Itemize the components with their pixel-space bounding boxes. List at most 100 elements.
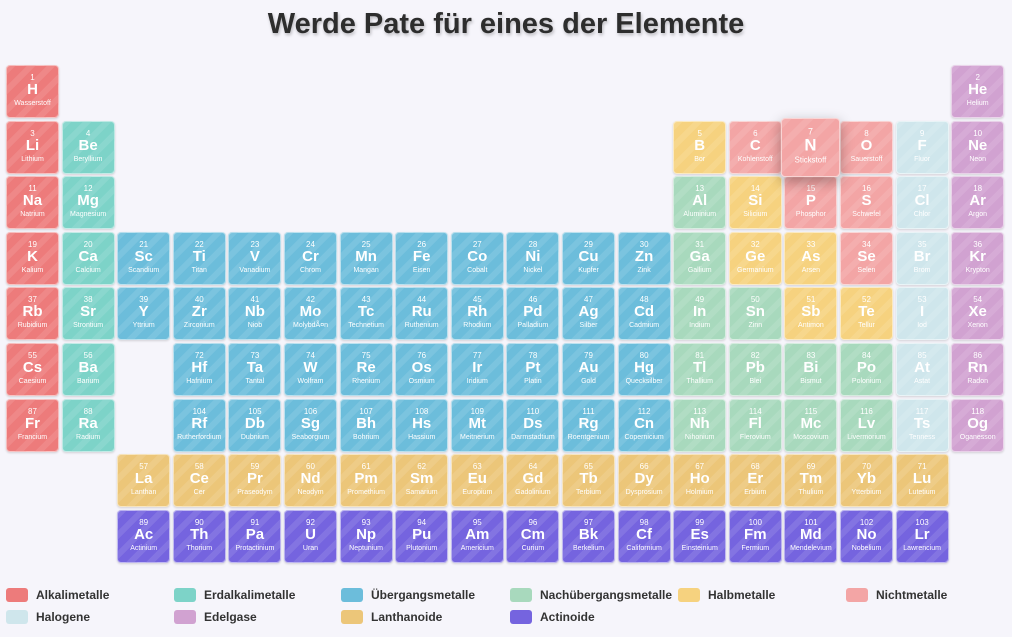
element-tile-nh[interactable]: 113 Nh Nihonium <box>673 398 727 452</box>
element-tile-pr[interactable]: 59 Pr Praseodym <box>228 454 282 508</box>
element-tile-kr[interactable]: 36 Kr Krypton <box>951 231 1005 285</box>
element-tile-th[interactable]: 90 Th Thorium <box>172 509 226 563</box>
element-tile-k[interactable]: 19 K Kalium <box>6 231 59 285</box>
element-tile-rg[interactable]: 111 Rg Roentgenium <box>562 398 615 452</box>
element-tile-bi[interactable]: 83 Bi Bismut <box>784 343 838 396</box>
element-tile-o[interactable]: 8 O Sauerstoff <box>840 120 893 174</box>
element-tile-pu[interactable]: 94 Pu Plutonium <box>395 509 449 563</box>
element-tile-gd[interactable]: 64 Gd Gadolinium <box>506 454 560 508</box>
element-tile-sb[interactable]: 51 Sb Antimon <box>784 287 838 341</box>
legend-item-uebergang[interactable]: Übergangsmetalle <box>341 586 475 604</box>
element-tile-cm[interactable]: 96 Cm Curium <box>506 509 560 563</box>
element-tile-sn[interactable]: 50 Sn Zinn <box>728 287 782 341</box>
element-tile-fm[interactable]: 100 Fm Fermium <box>728 509 782 563</box>
element-tile-sg[interactable]: 106 Sg Seaborgium <box>284 398 337 452</box>
element-tile-no[interactable]: 102 No Nobelium <box>840 509 893 563</box>
element-tile-ho[interactable]: 67 Ho Holmium <box>673 454 727 508</box>
element-tile-he[interactable]: 2 He Helium <box>951 65 1005 118</box>
element-tile-f[interactable]: 9 F Fluor <box>895 120 949 174</box>
element-tile-pb[interactable]: 82 Pb Blei <box>728 343 782 396</box>
element-tile-zn[interactable]: 30 Zn Zink <box>617 231 671 285</box>
element-tile-ds[interactable]: 110 Ds Darmstadtium <box>506 398 560 452</box>
legend-item-actinoid[interactable]: Actinoide <box>510 608 595 626</box>
element-tile-pt[interactable]: 78 Pt Platin <box>506 343 560 396</box>
element-tile-rf[interactable]: 104 Rf Rutherfordium <box>172 398 226 452</box>
element-tile-la[interactable]: 57 La Lanthan <box>117 454 171 508</box>
element-tile-og[interactable]: 118 Og Oganesson <box>951 398 1005 452</box>
element-tile-hg[interactable]: 80 Hg Quecksilber <box>617 343 671 396</box>
element-tile-hf[interactable]: 72 Hf Hafnium <box>172 343 226 396</box>
element-tile-c[interactable]: 6 C Kohlenstoff <box>728 120 782 174</box>
element-tile-y[interactable]: 39 Y Yttrium <box>117 287 171 341</box>
element-tile-w[interactable]: 74 W Wolfram <box>284 343 337 396</box>
element-tile-rn[interactable]: 86 Rn Radon <box>951 343 1005 396</box>
element-tile-as[interactable]: 33 As Arsen <box>784 231 838 285</box>
element-tile-mc[interactable]: 115 Mc Moscovium <box>784 398 838 452</box>
element-tile-eu[interactable]: 63 Eu Europium <box>450 454 504 508</box>
legend-item-lanthanoid[interactable]: Lanthanoide <box>341 608 442 626</box>
element-tile-v[interactable]: 23 V Vanadium <box>228 231 282 285</box>
element-tile-db[interactable]: 105 Db Dubnium <box>228 398 282 452</box>
element-tile-pm[interactable]: 61 Pm Promethium <box>339 454 393 508</box>
element-tile-ra[interactable]: 88 Ra Radium <box>61 398 115 452</box>
element-tile-cr[interactable]: 24 Cr Chrom <box>284 231 337 285</box>
element-tile-na[interactable]: 11 Na Natrium <box>6 176 59 230</box>
element-tile-mn[interactable]: 25 Mn Mangan <box>339 231 393 285</box>
element-tile-tb[interactable]: 65 Tb Terbium <box>562 454 615 508</box>
element-tile-cs[interactable]: 55 Cs Caesium <box>6 343 59 396</box>
element-tile-ac[interactable]: 89 Ac Actinium <box>117 509 171 563</box>
element-tile-mo[interactable]: 42 Mo MolybdÃ¤n <box>284 287 337 341</box>
legend-item-nichtmetall[interactable]: Nichtmetalle <box>846 586 947 604</box>
element-tile-sc[interactable]: 21 Sc Scandium <box>117 231 171 285</box>
element-tile-zr[interactable]: 40 Zr Zirconium <box>172 287 226 341</box>
element-tile-te[interactable]: 52 Te Tellur <box>840 287 893 341</box>
element-tile-ce[interactable]: 58 Ce Cer <box>172 454 226 508</box>
element-tile-lr[interactable]: 103 Lr Lawrencium <box>895 509 949 563</box>
element-tile-ar[interactable]: 18 Ar Argon <box>951 176 1005 230</box>
element-tile-hs[interactable]: 108 Hs Hassium <box>395 398 449 452</box>
element-tile-s[interactable]: 16 S Schwefel <box>840 176 893 230</box>
element-tile-pd[interactable]: 46 Pd Palladium <box>506 287 560 341</box>
legend-item-halbmetall[interactable]: Halbmetalle <box>678 586 775 604</box>
element-tile-nb[interactable]: 41 Nb Niob <box>228 287 282 341</box>
element-tile-al[interactable]: 13 Al Aluminium <box>673 176 727 230</box>
element-tile-ts[interactable]: 117 Ts Tenness <box>895 398 949 452</box>
element-tile-po[interactable]: 84 Po Polonium <box>840 343 893 396</box>
legend-item-halogen[interactable]: Halogene <box>6 608 90 626</box>
element-tile-md[interactable]: 101 Md Mendelevium <box>784 509 838 563</box>
element-tile-se[interactable]: 34 Se Selen <box>840 231 893 285</box>
element-tile-mt[interactable]: 109 Mt Meitnerium <box>450 398 504 452</box>
element-tile-er[interactable]: 68 Er Erbium <box>728 454 782 508</box>
element-tile-rb[interactable]: 37 Rb Rubidium <box>6 287 59 341</box>
element-tile-am[interactable]: 95 Am Americium <box>450 509 504 563</box>
element-tile-p[interactable]: 15 P Phosphor <box>784 176 838 230</box>
element-tile-bk[interactable]: 97 Bk Berkelium <box>562 509 615 563</box>
element-tile-sr[interactable]: 38 Sr Strontium <box>61 287 115 341</box>
element-tile-h[interactable]: 1 H Wasserstoff <box>6 65 59 118</box>
element-tile-yb[interactable]: 70 Yb Ytterbium <box>840 454 893 508</box>
element-tile-cf[interactable]: 98 Cf Californium <box>617 509 671 563</box>
element-tile-fr[interactable]: 87 Fr Francium <box>6 398 59 452</box>
element-tile-ga[interactable]: 31 Ga Gallium <box>673 231 727 285</box>
element-tile-os[interactable]: 76 Os Osmium <box>395 343 449 396</box>
element-tile-cl[interactable]: 17 Cl Chlor <box>895 176 949 230</box>
legend-item-erdalkali[interactable]: Erdalkalimetalle <box>174 586 295 604</box>
element-tile-xe[interactable]: 54 Xe Xenon <box>951 287 1005 341</box>
element-tile-rh[interactable]: 45 Rh Rhodium <box>450 287 504 341</box>
element-tile-lv[interactable]: 116 Lv Livermorium <box>840 398 893 452</box>
element-tile-cu[interactable]: 29 Cu Kupfer <box>562 231 615 285</box>
element-tile-tm[interactable]: 69 Tm Thulium <box>784 454 838 508</box>
element-tile-tc[interactable]: 43 Tc Technetium <box>339 287 393 341</box>
element-tile-cd[interactable]: 48 Cd Cadmium <box>617 287 671 341</box>
element-tile-lu[interactable]: 71 Lu Lutetium <box>895 454 949 508</box>
element-tile-br[interactable]: 35 Br Brom <box>895 231 949 285</box>
element-tile-ir[interactable]: 77 Ir Iridium <box>450 343 504 396</box>
element-tile-i[interactable]: 53 I Iod <box>895 287 949 341</box>
element-tile-b[interactable]: 5 B Bor <box>673 120 727 174</box>
legend-item-nachuebergang[interactable]: Nachübergangsmetalle <box>510 586 672 604</box>
element-tile-ge[interactable]: 32 Ge Germanium <box>728 231 782 285</box>
legend-item-edelgas[interactable]: Edelgase <box>174 608 257 626</box>
element-tile-at[interactable]: 85 At Astat <box>895 343 949 396</box>
element-tile-es[interactable]: 99 Es Einsteinium <box>673 509 727 563</box>
element-tile-co[interactable]: 27 Co Cobalt <box>450 231 504 285</box>
